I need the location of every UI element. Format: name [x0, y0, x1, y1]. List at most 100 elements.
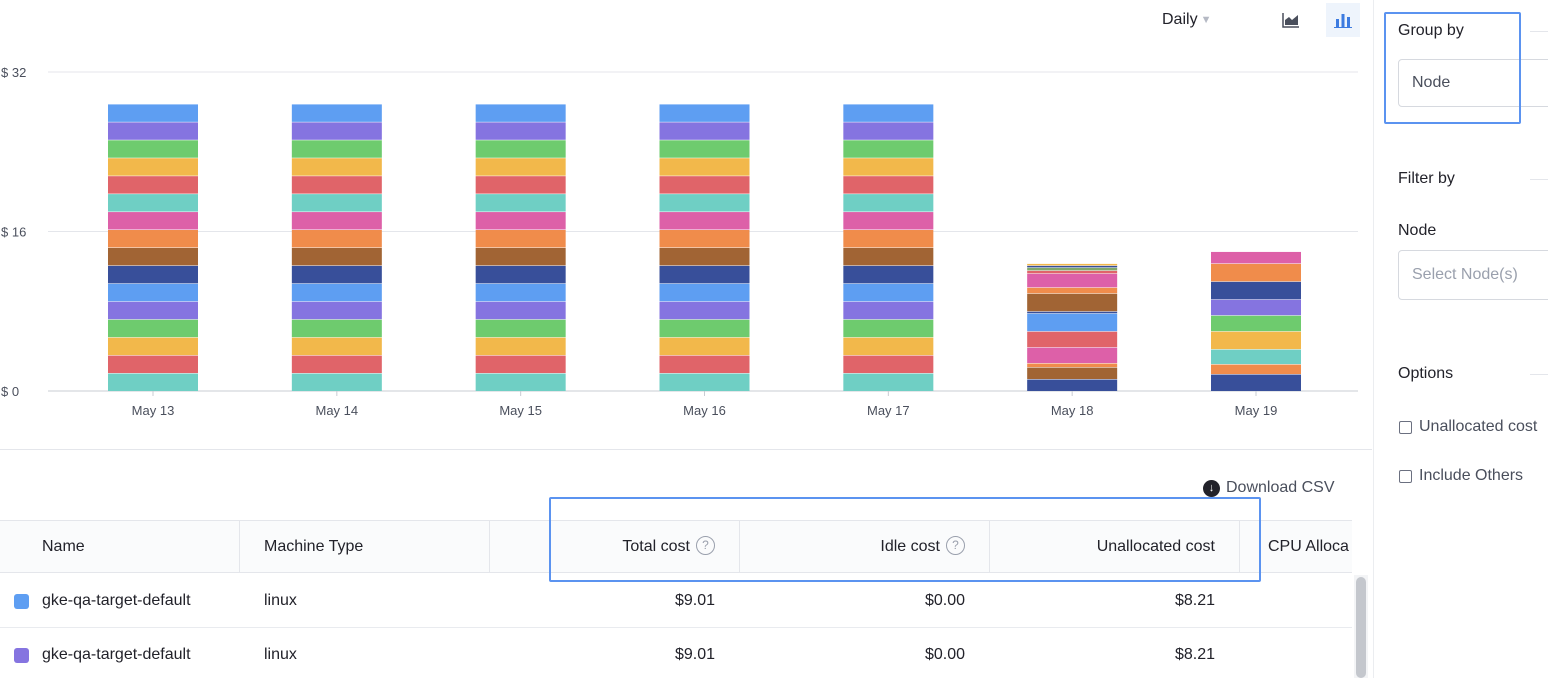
bar-segment[interactable] — [475, 301, 566, 320]
bar-segment[interactable] — [659, 373, 750, 391]
bar-segment[interactable] — [475, 176, 566, 194]
bar-segment[interactable] — [1027, 265, 1118, 268]
bar-segment[interactable] — [475, 122, 566, 140]
bar-segment[interactable] — [108, 104, 198, 122]
bar-segment[interactable] — [659, 355, 750, 374]
bar-segment[interactable] — [291, 104, 382, 122]
bar-segment[interactable] — [659, 104, 750, 122]
bar-segment[interactable] — [843, 140, 934, 158]
bar-segment[interactable] — [475, 337, 566, 356]
bar-segment[interactable] — [108, 158, 198, 176]
bar-segment[interactable] — [659, 283, 750, 302]
bar-segment[interactable] — [843, 158, 934, 176]
bar-segment[interactable] — [1027, 273, 1118, 288]
bar-chart-view-button[interactable] — [1326, 3, 1360, 37]
bar-segment[interactable] — [659, 194, 750, 212]
bar-segment[interactable] — [1027, 287, 1118, 294]
column-header-unallocated-cost[interactable]: Unallocated cost — [990, 521, 1240, 572]
bar-segment[interactable] — [1211, 281, 1301, 300]
bar-segment[interactable] — [1211, 374, 1301, 391]
bar-segment[interactable] — [843, 122, 934, 140]
bar-segment[interactable] — [843, 337, 934, 356]
bar-segment[interactable] — [1211, 315, 1301, 332]
bar-segment[interactable] — [291, 176, 382, 194]
bar-segment[interactable] — [659, 140, 750, 158]
bar-segment[interactable] — [659, 230, 750, 248]
table-row[interactable]: gke-qa-target-default linux $9.01 $0.00 … — [0, 574, 1352, 628]
bar-segment[interactable] — [1027, 313, 1118, 332]
bar-segment[interactable] — [843, 194, 934, 212]
bar-segment[interactable] — [843, 319, 934, 338]
bar-segment[interactable] — [659, 265, 750, 284]
group-by-select[interactable]: Node — [1398, 59, 1548, 107]
bar-segment[interactable] — [291, 122, 382, 140]
bar-segment[interactable] — [475, 212, 566, 230]
bar-segment[interactable] — [291, 283, 382, 302]
bar-segment[interactable] — [659, 212, 750, 230]
bar-segment[interactable] — [843, 301, 934, 320]
bar-segment[interactable] — [291, 337, 382, 356]
bar-segment[interactable] — [843, 104, 934, 122]
bar-segment[interactable] — [659, 301, 750, 320]
download-csv-button[interactable]: ↓ Download CSV — [1203, 479, 1335, 497]
bar-segment[interactable] — [1027, 347, 1118, 364]
bar-segment[interactable] — [1211, 331, 1301, 350]
bar-segment[interactable] — [1027, 331, 1118, 348]
bar-segment[interactable] — [108, 319, 198, 338]
bar-segment[interactable] — [475, 194, 566, 212]
bar-segment[interactable] — [659, 319, 750, 338]
bar-segment[interactable] — [108, 194, 198, 212]
bar-segment[interactable] — [108, 337, 198, 356]
bar-segment[interactable] — [291, 212, 382, 230]
bar-segment[interactable] — [291, 301, 382, 320]
bar-segment[interactable] — [1211, 251, 1301, 264]
bar-segment[interactable] — [108, 283, 198, 302]
column-header-machine-type[interactable]: Machine Type — [240, 521, 490, 572]
bar-segment[interactable] — [659, 176, 750, 194]
bar-segment[interactable] — [1211, 299, 1301, 316]
bar-segment[interactable] — [659, 337, 750, 356]
bar-segment[interactable] — [843, 355, 934, 374]
bar-segment[interactable] — [108, 247, 198, 266]
bar-segment[interactable] — [659, 122, 750, 140]
bar-segment[interactable] — [291, 373, 382, 391]
bar-segment[interactable] — [1027, 363, 1118, 368]
bar-segment[interactable] — [475, 230, 566, 248]
table-row[interactable]: gke-qa-target-default linux $9.01 $0.00 … — [0, 628, 1352, 678]
bar-segment[interactable] — [843, 265, 934, 284]
bar-segment[interactable] — [475, 158, 566, 176]
column-header-total-cost[interactable]: Total cost? — [490, 521, 740, 572]
bar-segment[interactable] — [291, 319, 382, 338]
bar-segment[interactable] — [108, 140, 198, 158]
column-header-idle-cost[interactable]: Idle cost? — [740, 521, 990, 572]
bar-segment[interactable] — [843, 283, 934, 302]
column-header-cpu-allocation[interactable]: CPU Alloca — [1253, 521, 1352, 572]
bar-segment[interactable] — [291, 355, 382, 374]
bar-segment[interactable] — [1027, 270, 1118, 274]
bar-segment[interactable] — [843, 176, 934, 194]
bar-segment[interactable] — [1027, 293, 1118, 312]
bar-segment[interactable] — [1027, 379, 1118, 391]
bar-segment[interactable] — [291, 140, 382, 158]
bar-segment[interactable] — [843, 373, 934, 391]
bar-segment[interactable] — [1211, 263, 1301, 282]
bar-segment[interactable] — [843, 230, 934, 248]
period-dropdown[interactable]: Daily ▼ — [1162, 11, 1211, 29]
bar-segment[interactable] — [475, 265, 566, 284]
bar-segment[interactable] — [1027, 367, 1118, 380]
bar-segment[interactable] — [475, 104, 566, 122]
bar-segment[interactable] — [108, 355, 198, 374]
bar-segment[interactable] — [291, 230, 382, 248]
bar-segment[interactable] — [475, 247, 566, 266]
bar-segment[interactable] — [291, 265, 382, 284]
bar-segment[interactable] — [291, 158, 382, 176]
bar-segment[interactable] — [659, 158, 750, 176]
bar-segment[interactable] — [108, 265, 198, 284]
bar-segment[interactable] — [1211, 349, 1301, 365]
bar-segment[interactable] — [1211, 364, 1301, 375]
bar-segment[interactable] — [108, 176, 198, 194]
bar-segment[interactable] — [475, 319, 566, 338]
include-others-option[interactable]: Include Others — [1399, 467, 1523, 485]
bar-segment[interactable] — [108, 230, 198, 248]
area-chart-view-button[interactable] — [1274, 3, 1308, 37]
